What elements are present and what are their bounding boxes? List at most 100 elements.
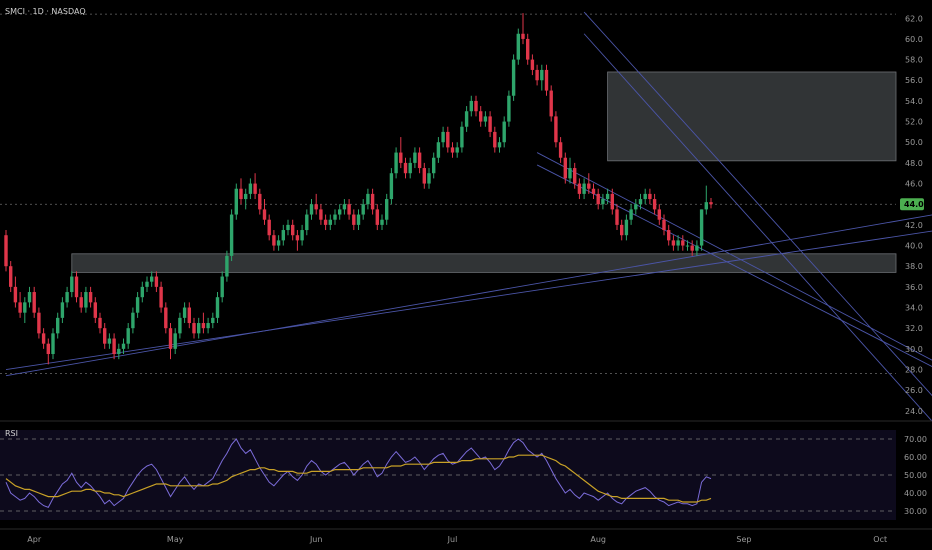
candle [98,312,102,334]
candle [309,199,314,220]
candle [107,333,112,349]
candle [634,199,638,215]
candle [587,173,591,194]
candle-body [79,297,83,308]
candle-body [18,302,22,313]
candle-body [469,100,473,112]
candle-body [206,323,210,329]
rsi-panel [0,430,896,520]
price-tick-label: 32.0 [905,324,923,333]
candle-body [168,328,173,349]
candle-body [417,152,422,169]
candle-body [244,193,248,200]
candle-body [4,235,8,267]
trendline [583,11,932,397]
candle-body [159,286,163,308]
candle-body [370,193,375,210]
candle-body [88,292,93,303]
candle-body [107,338,112,344]
candle-body [154,276,159,287]
candle [305,209,309,236]
candle [483,111,488,127]
candle [164,302,168,334]
candle [258,188,262,215]
candle-body [347,204,351,215]
candle-body [563,157,567,179]
candle [577,178,582,200]
candle-body [605,193,610,200]
candle [56,312,60,339]
candle-body [385,199,389,220]
candle-body [685,245,690,247]
candle [610,188,614,215]
candle-body [197,323,201,334]
price-badge-bg [900,198,924,211]
candle [474,95,478,117]
candle-body [201,323,206,329]
candle [220,271,224,303]
candle-body [474,100,478,112]
candle-body [150,276,154,282]
price-tick-label: 46.0 [905,180,923,189]
candle [601,193,605,210]
candle-body [211,317,215,324]
dotted-levels [0,13,896,375]
candle-body [695,245,699,251]
candle [554,111,558,148]
candle-body [403,162,408,174]
candle-body [56,317,60,334]
candle [295,230,300,251]
candle-body [535,69,539,81]
trendline [583,33,932,422]
candle-body [648,193,652,200]
candle-body [596,193,600,205]
time-tick-label: Jun [309,535,323,544]
candle [93,297,97,324]
candle-body [272,235,276,246]
candle [695,240,699,256]
candle [286,219,290,236]
price-tick-label: 56.0 [905,76,923,85]
candle [239,178,243,205]
candle [497,137,502,153]
rsi-label: RSI [5,429,18,438]
candle [145,276,149,293]
candle-body [319,209,323,220]
time-axis: Apr May Jun Jul Aug Sep Oct [27,535,887,544]
candle-body [291,224,295,236]
candlestick-series [4,13,713,365]
candle [399,137,403,169]
price-axis: 24.0 26.0 28.0 30.0 32.0 34.0 36.0 38.0 40.0 42.0… [905,14,923,416]
candle [432,152,436,179]
candle-body [74,276,79,298]
candle-body [300,230,304,241]
candle-body [248,183,253,194]
candle [112,333,116,360]
trendline [536,152,932,361]
candle [131,307,135,334]
candle-body [27,292,32,303]
candle [648,188,652,205]
candle-body [620,224,624,236]
candle-body [84,292,88,308]
zone-rect [71,253,897,273]
candle [126,323,130,349]
price-tick-label: 42.0 [905,221,923,230]
time-tick-label: Oct [873,535,887,544]
symbol-header: SMCI · 1D · NASDAQ [5,7,86,16]
candle [422,162,426,189]
candle [291,219,295,241]
candle [182,302,187,324]
candle [389,168,394,205]
candle-body [23,302,27,313]
candle-body [103,328,107,344]
candle-body [667,230,671,241]
candle [690,240,694,256]
candle-body [178,317,182,334]
candle [441,126,445,148]
rsi-tick-label: 50.00 [904,471,927,480]
price-tick-label: 38.0 [905,262,923,271]
candle [18,292,22,318]
candle [403,157,408,179]
candle [27,286,32,308]
